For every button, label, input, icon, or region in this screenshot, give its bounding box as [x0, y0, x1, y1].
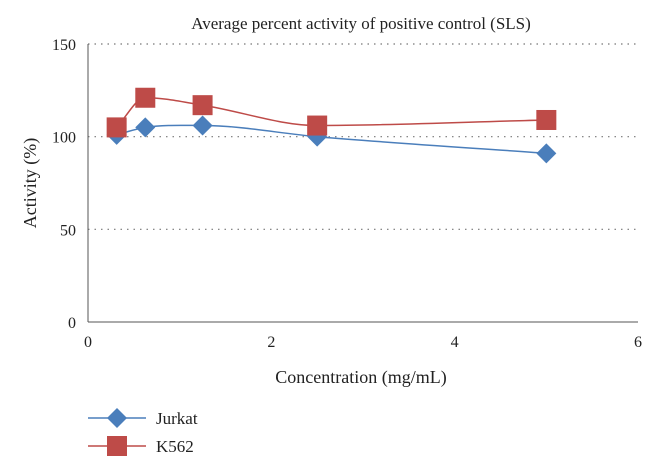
x-tick-label: 6 [634, 334, 642, 351]
legend: Jurkat K562 [88, 408, 198, 456]
y-tick-label: 0 [68, 315, 76, 332]
y-axis-label: Activity (%) [20, 138, 41, 228]
series-line-jurkat [116, 124, 547, 155]
y-tick-labels: 0 50 100 150 [52, 37, 76, 332]
legend-marker-jurkat [107, 408, 127, 428]
chart-title: Average percent activity of positive con… [191, 14, 531, 33]
data-point-k562 [192, 95, 213, 116]
data-point-k562 [536, 109, 557, 130]
data-point-k562 [307, 115, 328, 136]
gridlines [88, 43, 638, 230]
legend-marker-k562 [107, 436, 127, 456]
y-tick-label: 150 [52, 37, 76, 54]
plot-area [106, 87, 557, 164]
x-tick-label: 0 [84, 334, 92, 351]
data-point-k562 [135, 87, 156, 108]
x-tick-labels: 0 2 4 6 [84, 334, 642, 351]
y-tick-label: 100 [52, 130, 76, 147]
data-point-jurkat [192, 115, 213, 136]
x-axis-label: Concentration (mg/mL) [275, 367, 446, 388]
legend-item-jurkat: Jurkat [88, 408, 198, 428]
legend-item-k562: K562 [88, 436, 194, 456]
data-point-k562 [106, 117, 127, 138]
y-tick-label: 50 [60, 222, 76, 239]
data-point-jurkat [135, 117, 156, 138]
series-line-k562 [116, 96, 547, 128]
x-tick-label: 4 [451, 334, 459, 351]
x-tick-label: 2 [267, 334, 275, 351]
legend-label-jurkat: Jurkat [156, 409, 198, 428]
data-point-jurkat [536, 143, 557, 164]
legend-label-k562: K562 [156, 437, 194, 456]
